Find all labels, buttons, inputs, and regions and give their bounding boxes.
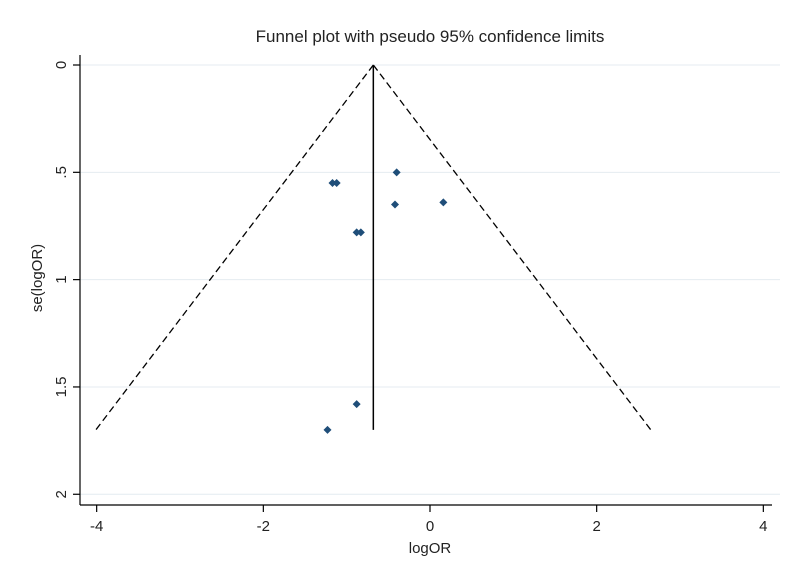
study-point (332, 179, 341, 188)
x-axis-label: logOR (409, 540, 452, 557)
y-tick-label: 1 (53, 275, 70, 283)
x-tick-label: 4 (759, 518, 767, 535)
study-point (356, 228, 365, 237)
x-tick-label: 0 (426, 518, 434, 535)
study-point (352, 228, 361, 237)
plot-area: 0 .5 1 1.5 2 -4 -2 0 2 4 (53, 55, 780, 535)
y-tick-label: 2 (53, 490, 70, 498)
y-tick-label: 0 (53, 61, 70, 69)
study-point (392, 168, 401, 177)
chart-title: Funnel plot with pseudo 95% confidence l… (256, 27, 605, 46)
x-tick-label: 2 (592, 518, 600, 535)
study-point (439, 198, 448, 207)
study-point (328, 179, 337, 188)
study-point (352, 400, 361, 409)
y-tick-label: 1.5 (53, 377, 70, 398)
x-tick-label: -2 (257, 518, 270, 535)
y-tick-label: .5 (53, 166, 70, 179)
plot-background (80, 65, 780, 505)
x-tick-label: -4 (90, 518, 103, 535)
y-axis-label: se(logOR) (29, 244, 46, 312)
study-point (323, 425, 332, 434)
study-point (391, 200, 399, 209)
